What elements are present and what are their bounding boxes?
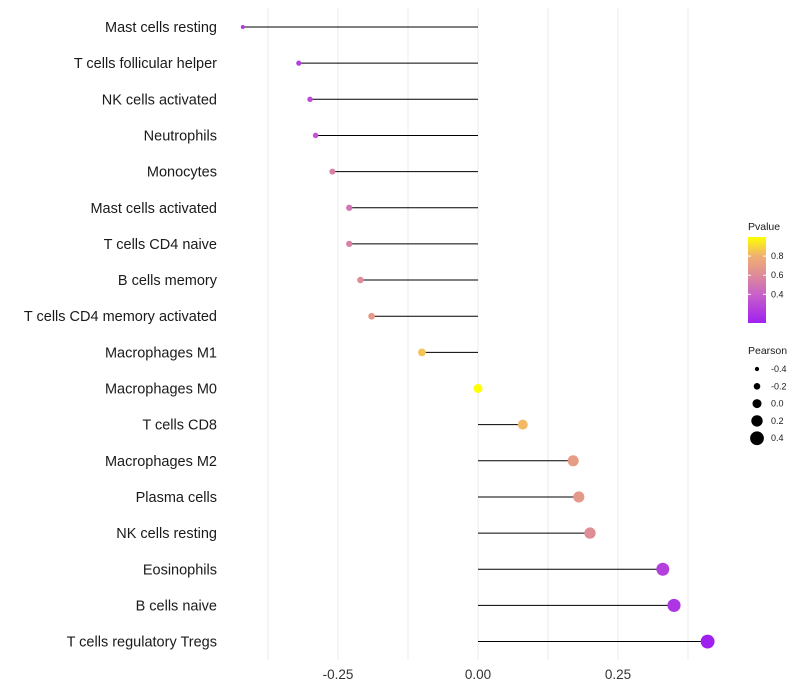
data-point [573, 491, 585, 503]
x-tick-label: 0.25 [605, 667, 631, 682]
size-key [751, 415, 763, 427]
x-tick-label: 0.00 [465, 667, 491, 682]
data-point [346, 240, 353, 248]
category-label: Plasma cells [136, 490, 217, 506]
category-label: Neutrophils [144, 128, 217, 144]
colorbar-label: 0.8 [771, 251, 784, 261]
data-point [473, 384, 483, 393]
data-point [296, 60, 302, 66]
category-label: Macrophages M2 [105, 454, 217, 470]
category-label: T cells regulatory Tregs [67, 635, 217, 651]
category-label: Macrophages M0 [105, 382, 217, 398]
pvalue-legend-title: Pvalue [748, 221, 780, 233]
data-point [240, 25, 245, 29]
pearson-legend: Pearson -0.4 -0.2 0.0 0.2 0.4 [748, 345, 787, 446]
x-axis-tick-labels: -0.25 0.00 0.25 [323, 667, 632, 682]
category-label: NK cells resting [116, 526, 217, 542]
category-label: B cells memory [118, 273, 218, 289]
size-key [754, 366, 760, 372]
category-axis-labels: Mast cells resting T cells follicular hel… [24, 20, 218, 651]
size-key [753, 382, 761, 390]
data-point [517, 419, 528, 430]
gridlines [267, 8, 689, 660]
pvalue-colorbar [748, 237, 766, 323]
size-key [750, 431, 764, 446]
category-label: Monocytes [147, 165, 217, 181]
data-point [312, 132, 319, 139]
data-point [329, 168, 336, 175]
pearson-legend-title: Pearson [748, 345, 787, 357]
category-label: T cells CD4 naive [104, 237, 217, 253]
data-point [584, 527, 596, 539]
size-key-label: 0.2 [771, 416, 784, 426]
data-point [346, 204, 353, 211]
size-key-label: 0.4 [771, 433, 784, 443]
pvalue-legend: Pvalue 0.4 0.6 0.8 [748, 221, 784, 323]
size-key-label: 0.0 [771, 399, 784, 409]
data-point [357, 276, 364, 284]
category-label: Eosinophils [143, 562, 217, 578]
data-point [418, 348, 426, 357]
category-label: Macrophages M1 [105, 345, 217, 361]
data-point [307, 96, 313, 103]
size-key-label: -0.4 [771, 364, 787, 374]
x-tick-label: -0.25 [323, 667, 354, 682]
category-label: Mast cells resting [105, 20, 217, 36]
data-point [656, 562, 670, 576]
colorbar-label: 0.4 [771, 289, 784, 299]
category-label: T cells CD4 memory activated [24, 309, 217, 325]
data-point [700, 634, 715, 649]
data-point [567, 455, 579, 467]
size-key [752, 399, 762, 409]
data-point [667, 598, 681, 612]
category-label: B cells naive [136, 598, 217, 614]
lollipop-stems [242, 26, 708, 643]
category-label: Mast cells activated [90, 201, 217, 217]
category-label: T cells follicular helper [74, 56, 217, 72]
size-key-label: -0.2 [771, 381, 787, 391]
category-label: NK cells activated [102, 92, 217, 108]
lollipop-points [240, 25, 715, 649]
data-point [368, 312, 375, 320]
colorbar-label: 0.6 [771, 270, 784, 280]
category-label: T cells CD8 [142, 418, 217, 434]
